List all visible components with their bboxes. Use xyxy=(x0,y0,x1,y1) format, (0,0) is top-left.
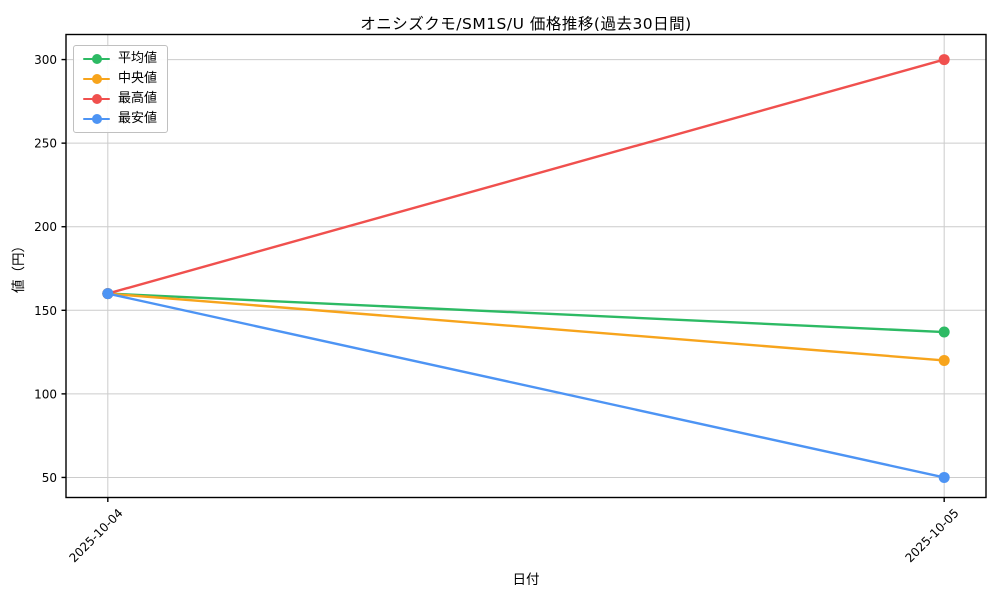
legend-item-median: 中央値 xyxy=(83,72,157,86)
legend-circle-marker xyxy=(91,94,102,104)
y-tick-label: 50 xyxy=(42,471,57,485)
legend: 平均値 中央値 最高値 最安値 xyxy=(73,45,169,133)
series-line-max xyxy=(106,58,946,295)
y-tick-label: 150 xyxy=(34,304,57,318)
series-marker-max xyxy=(938,54,950,66)
y-tick-label: 100 xyxy=(34,387,57,401)
series-marker-min xyxy=(938,471,950,483)
legend-line-sample xyxy=(83,94,110,104)
legend-item-average: 平均値 xyxy=(83,52,157,66)
legend-circle-marker xyxy=(91,114,102,124)
legend-item-min: 最安値 xyxy=(83,112,157,126)
legend-line-sample xyxy=(83,74,110,84)
series-line-average xyxy=(106,292,946,334)
legend-circle-marker xyxy=(91,54,102,64)
series-marker-average xyxy=(938,326,950,338)
series-marker-min xyxy=(102,288,114,300)
chart-title: オニシズクモ/SM1S/U 価格推移(過去30日間) xyxy=(360,15,692,33)
y-tick-label: 300 xyxy=(34,53,57,67)
series-marker-median xyxy=(938,354,950,366)
series-line-min xyxy=(106,292,946,479)
x-axis-label: 日付 xyxy=(512,572,540,588)
legend-label: 中央値 xyxy=(118,71,158,86)
legend-circle-marker xyxy=(91,74,102,84)
legend-item-max: 最高値 xyxy=(83,92,157,106)
legend-line-sample xyxy=(83,114,110,124)
legend-label: 最安値 xyxy=(118,111,158,126)
axes-frame xyxy=(65,33,987,499)
y-tick-label: 250 xyxy=(34,137,57,151)
legend-line-sample xyxy=(83,54,110,64)
legend-label: 最高値 xyxy=(118,91,158,106)
series-line-median xyxy=(106,292,946,362)
y-tick-label: 200 xyxy=(34,220,57,234)
legend-label: 平均値 xyxy=(118,51,158,66)
